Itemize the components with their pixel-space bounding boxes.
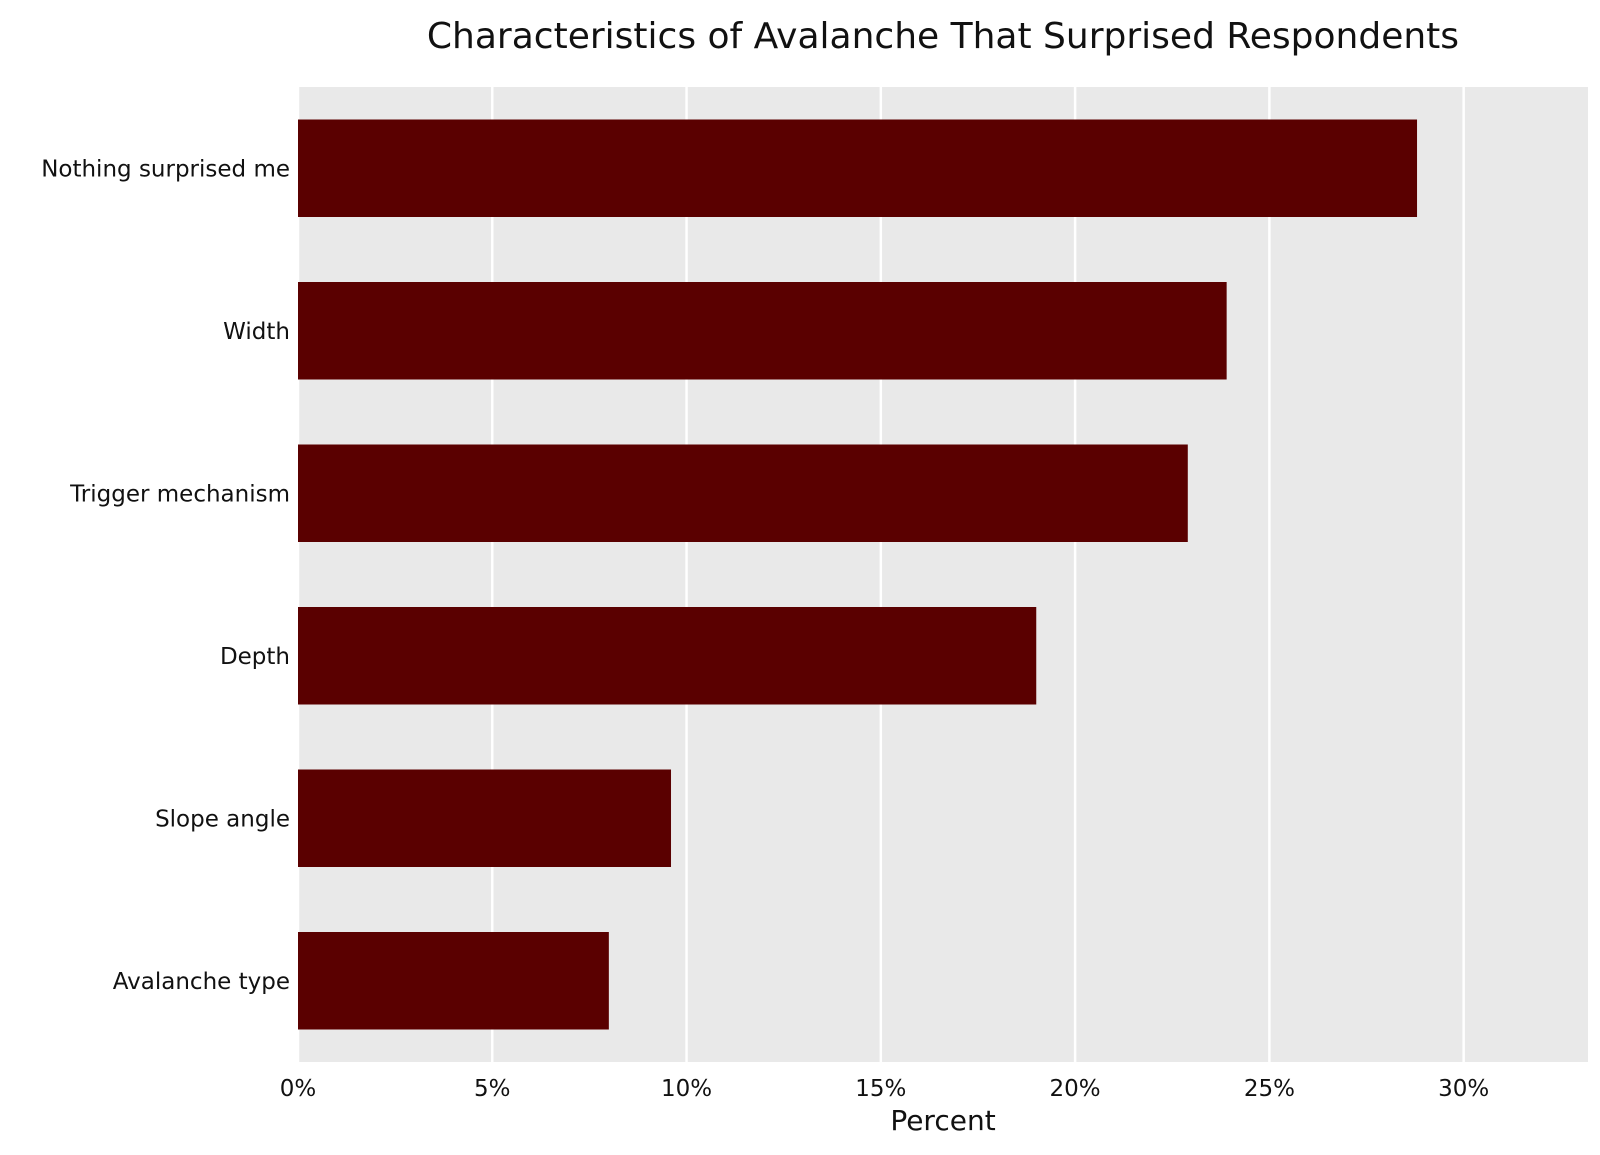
bar-depth — [298, 607, 1037, 705]
bar-width — [298, 282, 1227, 380]
y-tick-label: Depth — [220, 644, 290, 670]
bar-avalanche-type — [298, 932, 609, 1030]
y-axis-tick-labels: Nothing surprised me Width Trigger mechani… — [41, 156, 290, 995]
x-tick-label: 20% — [1050, 1076, 1101, 1102]
bar-nothing-surprised-me — [298, 119, 1418, 217]
chart-title: Characteristics of Avalanche That Surpri… — [427, 16, 1459, 57]
x-tick-label: 0% — [280, 1076, 317, 1102]
plot-background — [298, 87, 1588, 1062]
bar-trigger-mechanism — [298, 444, 1188, 542]
x-tick-label: 25% — [1244, 1076, 1295, 1102]
y-tick-label: Avalanche type — [113, 969, 290, 995]
x-tick-label: 10% — [661, 1076, 712, 1102]
x-axis-tick-labels: 0% 5% 10% 15% 20% 25% 30% — [280, 1076, 1489, 1102]
x-tick-label: 15% — [855, 1076, 906, 1102]
y-tick-label: Width — [223, 319, 290, 345]
y-tick-label: Nothing surprised me — [41, 156, 290, 182]
bars — [298, 119, 1418, 1030]
x-tick-label: 30% — [1438, 1076, 1489, 1102]
x-axis-label: Percent — [890, 1104, 995, 1137]
gridlines — [296, 87, 1465, 1062]
bar-slope-angle — [298, 769, 672, 867]
y-tick-label: Trigger mechanism — [69, 481, 290, 507]
x-tick-label: 5% — [474, 1076, 511, 1102]
y-tick-label: Slope angle — [155, 806, 290, 832]
